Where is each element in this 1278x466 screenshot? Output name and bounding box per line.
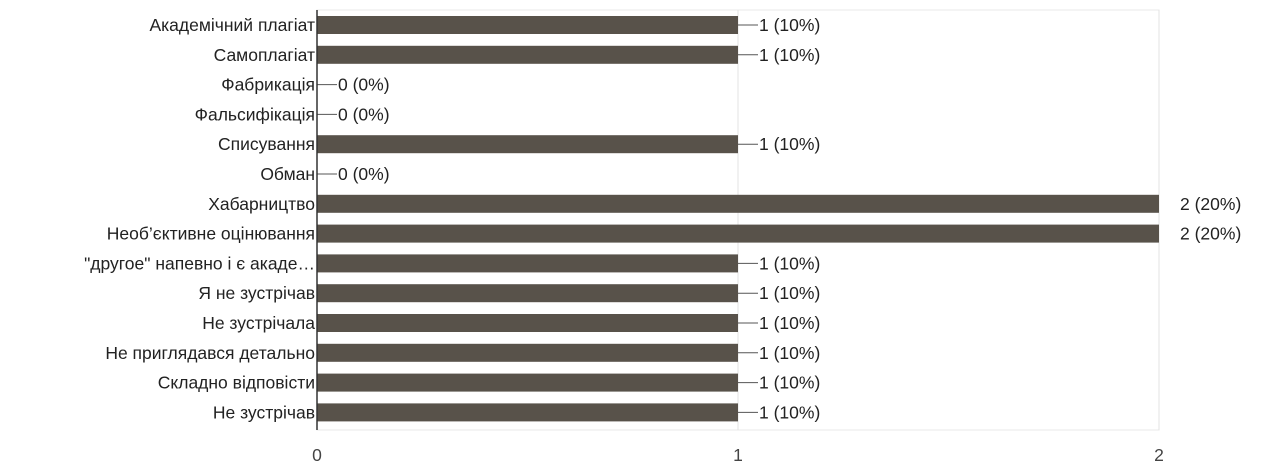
category-labels: Академічний плагіат Самоплагіат Фабрикація… [84, 15, 315, 422]
category-label: Складно відповісти [158, 373, 315, 393]
x-tick-label: 1 [733, 445, 743, 465]
bar [317, 194, 1159, 213]
data-label: 1 (10%) [759, 253, 820, 273]
data-label: 1 (10%) [759, 283, 820, 303]
category-label: Списування [218, 134, 315, 154]
data-label: 1 (10%) [759, 45, 820, 65]
data-label: 2 (20%) [1180, 224, 1241, 244]
category-label: Не зустрічав [213, 402, 315, 422]
category-label: Я не зустрічав [198, 283, 315, 303]
bar [317, 16, 738, 34]
bar [317, 254, 738, 273]
category-label: Не зустрічала [202, 313, 315, 333]
bar [317, 343, 738, 362]
data-label: 1 (10%) [759, 373, 820, 393]
x-axis-ticks: 0 1 2 [312, 445, 1164, 465]
category-label: Необ’єктивне оцінювання [107, 224, 315, 244]
bars [317, 16, 1159, 422]
data-label: 0 (0%) [338, 75, 390, 95]
data-label: 0 (0%) [338, 164, 390, 184]
bar [317, 284, 738, 303]
category-label: Хабарництво [208, 194, 315, 214]
category-label: "другое" напевно і є акаде… [84, 253, 315, 273]
bar [317, 224, 1159, 243]
category-label: Фабрикація [221, 75, 315, 95]
data-label: 1 (10%) [759, 134, 820, 154]
category-label: Фальсифікація [195, 104, 315, 124]
category-label: Самоплагіат [214, 45, 315, 65]
data-label: 0 (0%) [338, 104, 390, 124]
x-tick-label: 0 [312, 445, 322, 465]
data-label: 1 (10%) [759, 313, 820, 333]
data-labels: 1 (10%) 1 (10%) 0 (0%) 0 (0%) 1 (10%) 0 (0%) 2… [338, 15, 1241, 422]
category-label: Не приглядався детально [105, 343, 315, 363]
data-label: 2 (20%) [1180, 194, 1241, 214]
data-label: 1 (10%) [759, 402, 820, 422]
data-label: 1 (10%) [759, 343, 820, 363]
grid-lines [316, 10, 1160, 430]
bar [317, 135, 738, 154]
bar [317, 403, 738, 422]
bar [317, 45, 738, 64]
leader-lines [317, 24, 758, 413]
bar [317, 373, 738, 392]
category-label: Академічний плагіат [149, 15, 315, 35]
x-tick-label: 2 [1154, 445, 1164, 465]
data-label: 1 (10%) [759, 15, 820, 35]
category-label: Обман [260, 164, 315, 184]
bar [317, 314, 738, 332]
